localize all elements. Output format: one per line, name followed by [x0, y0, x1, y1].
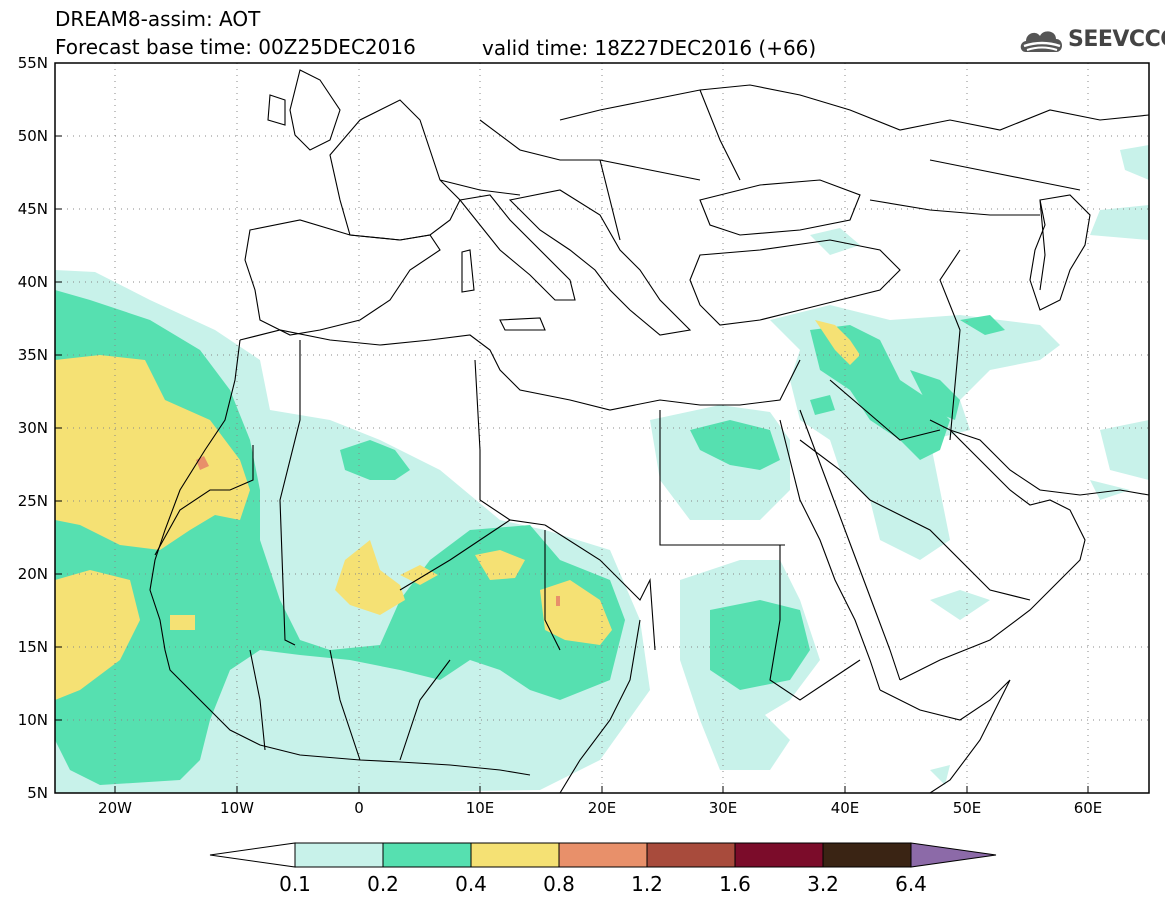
- colorbar-over-arrow: [910, 842, 997, 868]
- colorbar-label: 0.2: [367, 872, 399, 896]
- longitude-labels: 20W 10W 0 10E 20E 30E 40E 50E 60E: [98, 799, 1102, 817]
- colorbar-swatch: [558, 842, 648, 868]
- colorbar-swatch: [294, 842, 384, 868]
- lat-label: 10N: [18, 711, 48, 729]
- lat-label: 20N: [18, 565, 48, 583]
- cloud-icon: [1020, 31, 1062, 52]
- colorbar-swatch: [470, 842, 560, 868]
- lat-label: 15N: [18, 638, 48, 656]
- colorbar-label: 1.6: [719, 872, 751, 896]
- forecast-base-time: Forecast base time: 00Z25DEC2016: [55, 35, 416, 59]
- colorbar-label: 0.8: [543, 872, 575, 896]
- aot-band-0.8: [196, 456, 560, 606]
- lat-label: 40N: [18, 273, 48, 291]
- valid-time: valid time: 18Z27DEC2016 (+66): [482, 36, 817, 60]
- lat-label: 5N: [27, 784, 48, 802]
- lon-label: 60E: [1074, 799, 1103, 817]
- lon-label: 50E: [953, 799, 982, 817]
- colorbar-label: 1.2: [631, 872, 663, 896]
- colorbar-swatch: [382, 842, 472, 868]
- map-title: DREAM8-assim: AOT: [55, 7, 261, 31]
- aot-field: [55, 145, 1149, 793]
- coastlines: [149, 69, 1149, 793]
- lat-label: 30N: [18, 419, 48, 437]
- axis-ticks: [55, 62, 1089, 794]
- colorbar-swatch: [734, 842, 824, 868]
- logo-text: SEEVCCC: [1068, 27, 1165, 52]
- colorbar-label: 6.4: [895, 872, 927, 896]
- seevccc-logo: SEEVCCC: [1018, 24, 1165, 60]
- colorbar-swatch: [822, 842, 912, 868]
- lat-label: 25N: [18, 492, 48, 510]
- lat-label: 35N: [18, 346, 48, 364]
- colorbar-under-arrow: [209, 842, 296, 868]
- lon-label: 20W: [98, 799, 132, 817]
- lon-label: 0: [354, 799, 364, 817]
- colorbar: 0.1 0.2 0.4 0.8 1.2 1.6 3.2 6.4: [209, 842, 997, 896]
- lat-label: 55N: [18, 54, 48, 72]
- colorbar-label: 3.2: [807, 872, 839, 896]
- lon-label: 40E: [831, 799, 860, 817]
- colorbar-label: 0.1: [279, 872, 311, 896]
- lon-label: 20E: [588, 799, 617, 817]
- lon-label: 10W: [220, 799, 254, 817]
- lat-label: 50N: [18, 127, 48, 145]
- graticule: [55, 63, 1149, 793]
- lat-label: 45N: [18, 200, 48, 218]
- colorbar-label: 0.4: [455, 872, 487, 896]
- colorbar-swatch: [646, 842, 736, 868]
- lon-label: 30E: [709, 799, 738, 817]
- latitude-labels: 55N 50N 45N 40N 35N 30N 25N 20N 15N 10N …: [18, 54, 48, 802]
- lon-label: 10E: [466, 799, 495, 817]
